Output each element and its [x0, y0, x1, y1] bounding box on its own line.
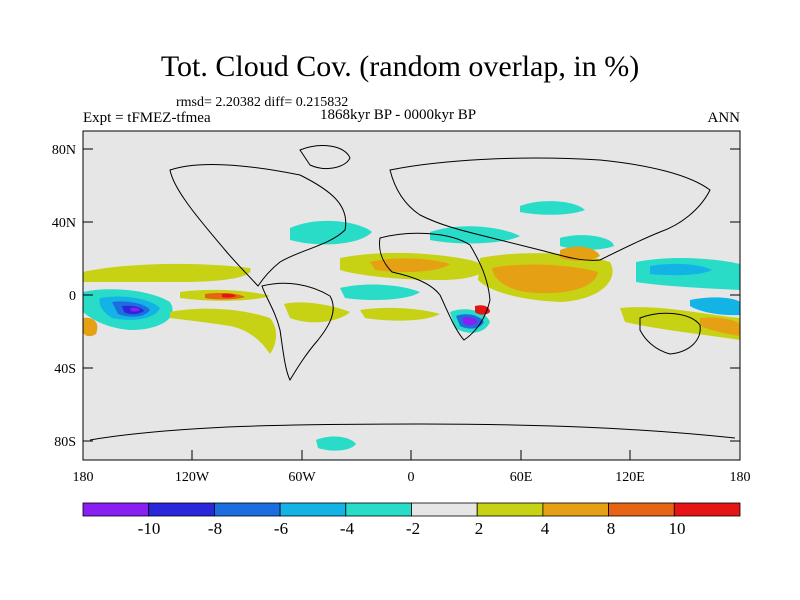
lat-ticks — [83, 148, 740, 442]
coastline-eurasia — [389, 157, 711, 261]
colorbar-label: -4 — [340, 519, 355, 538]
experiment-label: Expt = tFMEZ-tfmea — [83, 110, 211, 126]
coastline-greenland — [299, 145, 351, 169]
anomaly-positive-patch — [222, 293, 236, 298]
colorbar-swatch — [345, 502, 412, 517]
anomaly-positive-patch — [83, 263, 251, 282]
coastline-south-america — [261, 282, 334, 382]
anomaly-negative-patch — [340, 284, 420, 300]
lat-label: 0 — [69, 289, 76, 304]
lat-label: 40S — [54, 362, 76, 377]
lat-label: 40N — [52, 216, 76, 231]
lon-label: 60E — [510, 470, 533, 485]
colorbar-label: -8 — [208, 519, 222, 538]
anomaly-positive-patch — [492, 264, 598, 294]
colorbar-label: 4 — [541, 519, 550, 538]
anomaly-positive-patch — [83, 317, 98, 337]
lon-label: 180 — [730, 470, 751, 485]
anomaly-negative-patch — [316, 436, 356, 451]
lat-label: 80S — [54, 435, 76, 450]
colorbar-label: -10 — [138, 519, 161, 538]
anomaly-negative-patch — [690, 297, 740, 316]
colorbar-label: 2 — [475, 519, 484, 538]
anomaly-negative-patch — [560, 235, 614, 250]
lon-label: 0 — [408, 470, 415, 485]
colorbar-swatch — [411, 502, 478, 517]
colorbar-swatch — [608, 502, 675, 517]
colorbar — [82, 502, 741, 517]
colorbar-label: -2 — [406, 519, 420, 538]
map-title: Tot. Cloud Cov. (random overlap, in %) — [160, 50, 640, 83]
colorbar-swatch — [279, 502, 347, 517]
anomaly-positive-patch — [170, 308, 277, 354]
anomaly-positive-patch — [700, 317, 740, 336]
anomaly-negative-patch — [520, 201, 585, 215]
anomaly-negative-patch — [650, 263, 712, 276]
coastline-antarctica — [89, 423, 736, 441]
lon-label: 120E — [615, 470, 645, 485]
coastlines — [89, 145, 736, 441]
stats-text: rmsd= 2.20382 diff= 0.215832 — [176, 95, 349, 110]
lon-ticks — [82, 450, 741, 460]
anomaly-negative-patch — [290, 220, 372, 245]
colorbar-swatch — [476, 502, 544, 517]
colorbar-swatch — [213, 502, 281, 517]
colorbar-swatch — [148, 502, 215, 517]
anomaly-fields — [83, 201, 740, 451]
anomaly-positive-patch — [360, 307, 440, 321]
lon-label: 120W — [175, 470, 210, 485]
colorbar-swatch — [542, 502, 610, 517]
season-label: ANN — [707, 110, 741, 126]
coastline-australia — [639, 312, 701, 355]
period-label: 1868kyr BP - 0000kyr BP — [320, 107, 477, 123]
coastline-africa — [379, 232, 491, 341]
lon-label: 180 — [73, 470, 94, 485]
anomaly-negative-patch — [462, 317, 478, 326]
colorbar-swatch — [673, 502, 741, 517]
lon-label: 60W — [288, 470, 316, 485]
colorbar-swatch — [82, 502, 150, 517]
colorbar-label: 8 — [607, 519, 616, 538]
coastline-north-america — [169, 164, 347, 287]
anomaly-positive-patch — [370, 258, 450, 272]
lat-label: 80N — [52, 143, 76, 158]
anomaly-negative-patch — [130, 307, 140, 312]
colorbar-label: 10 — [669, 519, 686, 538]
colorbar-label: -6 — [274, 519, 288, 538]
